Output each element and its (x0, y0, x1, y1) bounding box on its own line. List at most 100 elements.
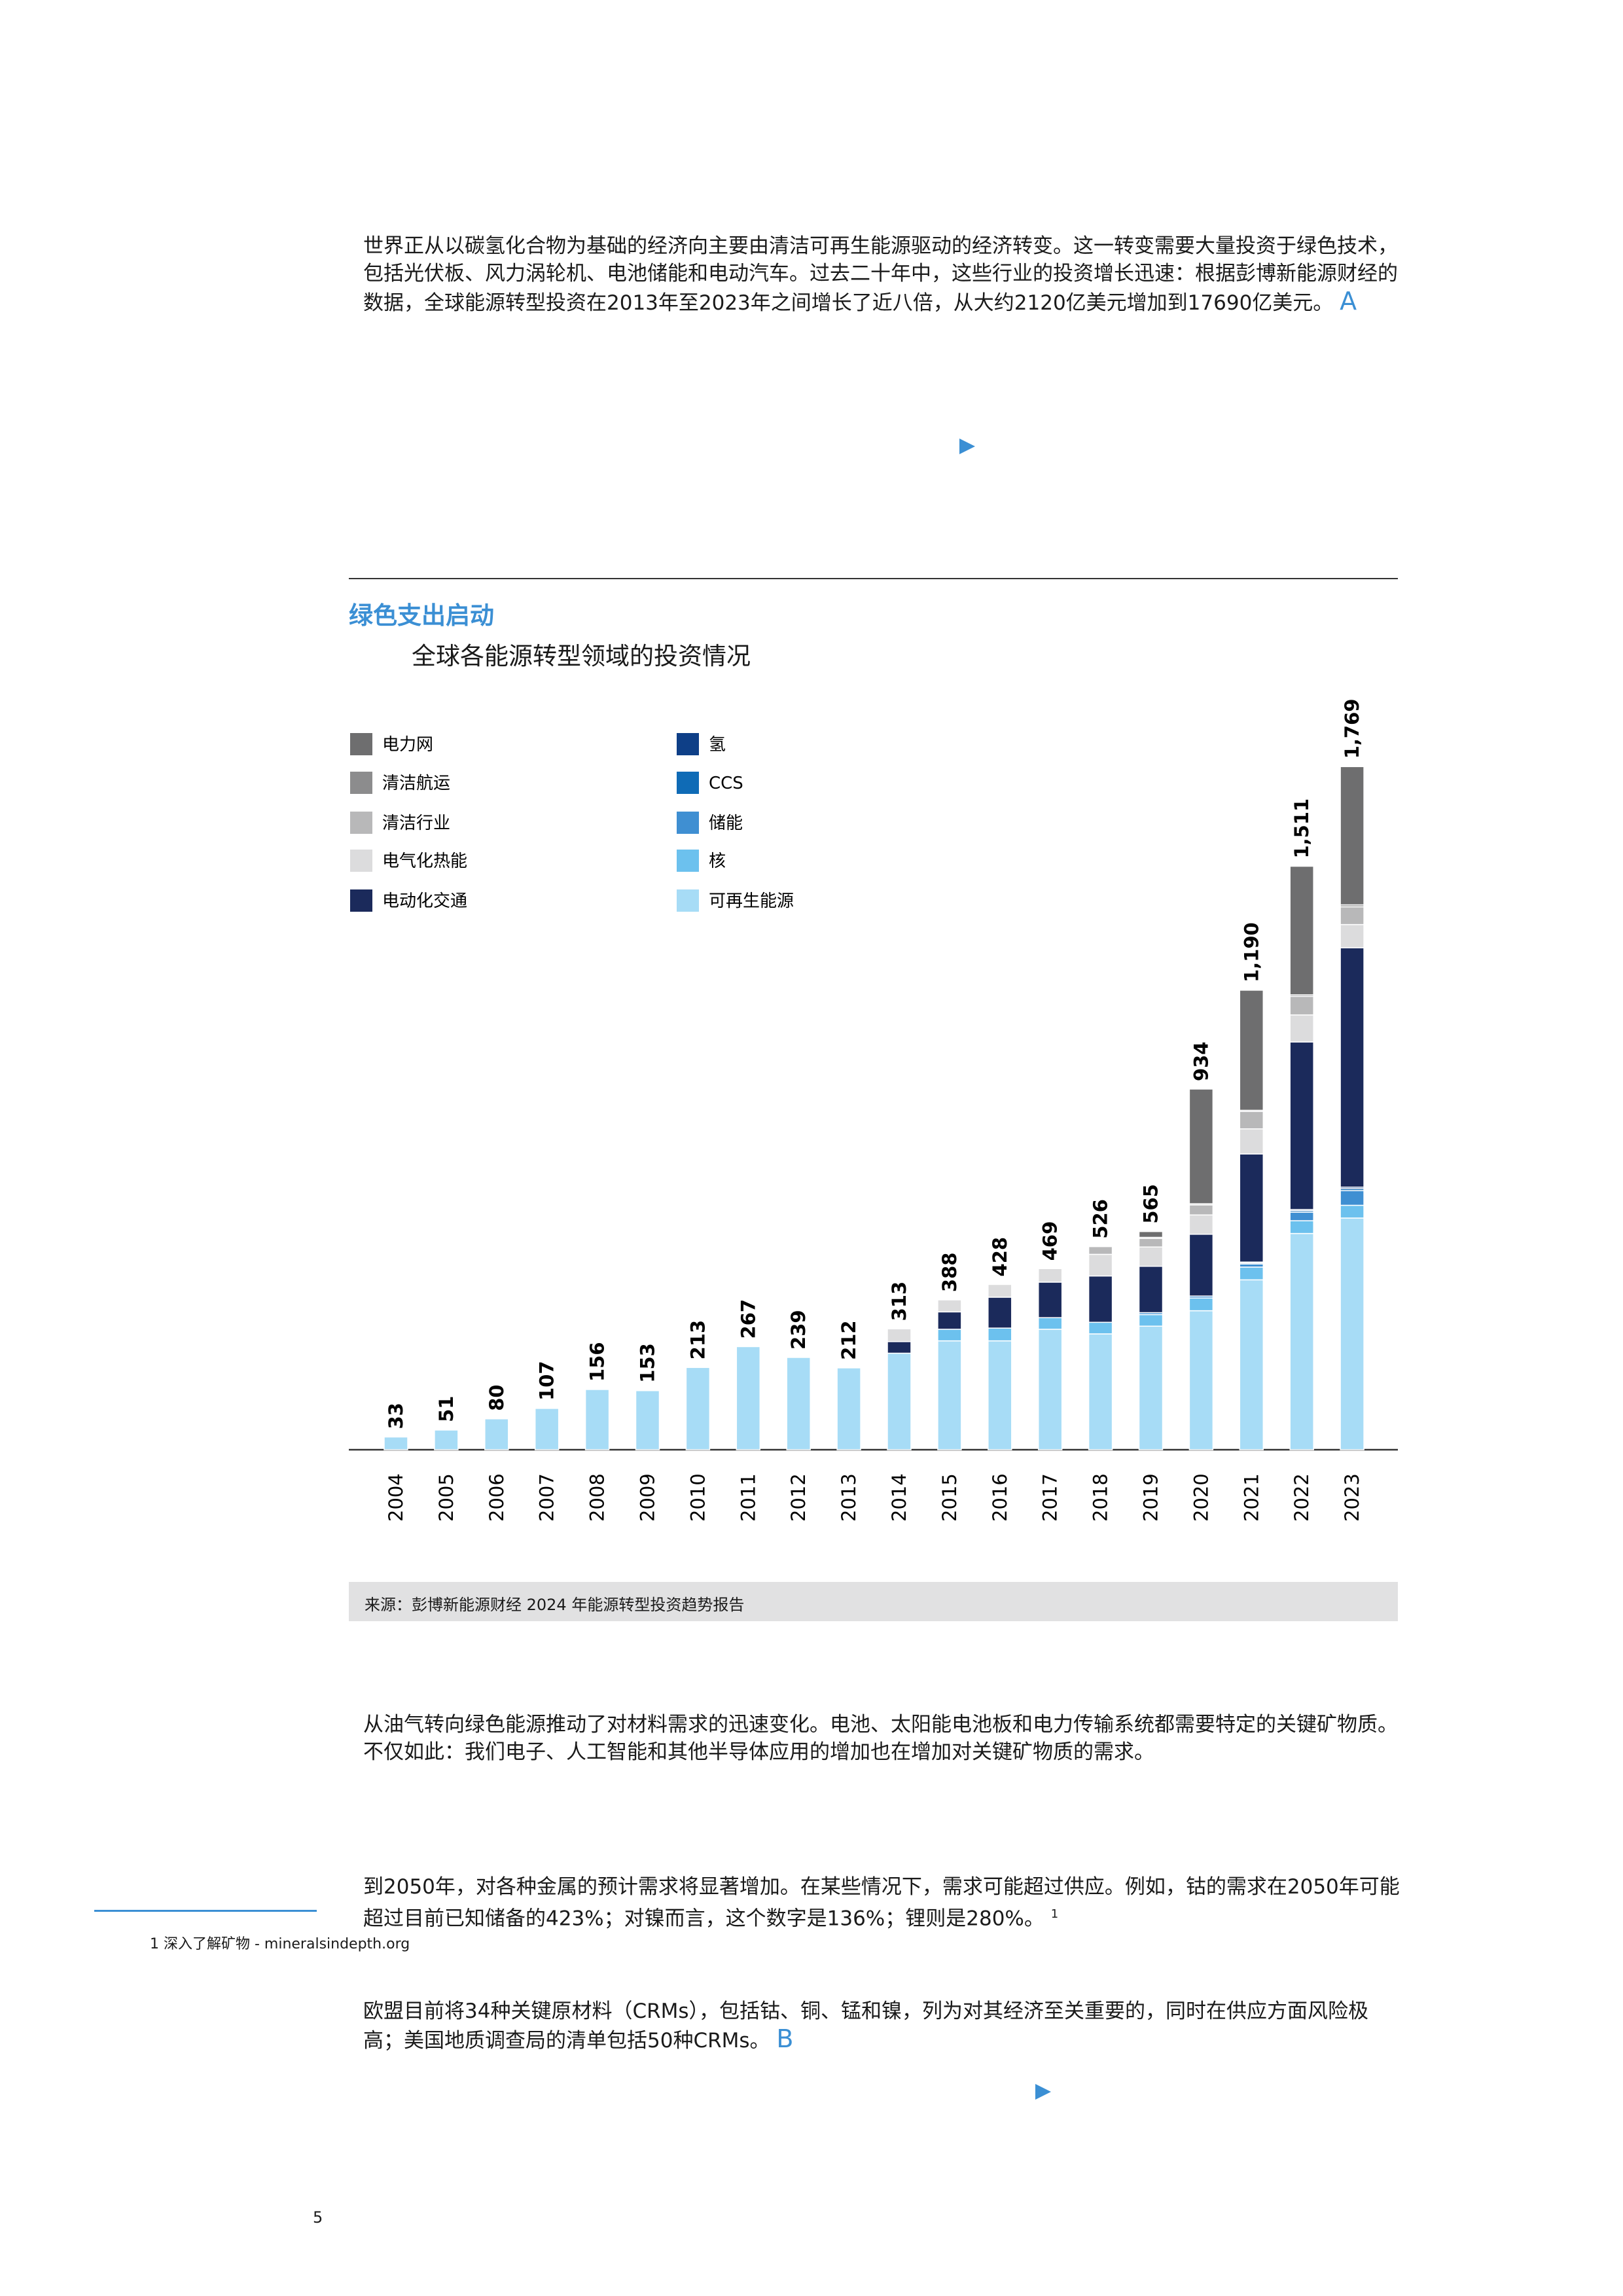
legend-swatch (677, 889, 699, 912)
total-label: 80 (486, 1384, 508, 1410)
legend-swatch (350, 733, 372, 755)
text: 到2050年，对各种金属的预计需求将显著增加。在某些情况下，需求可能超过供应。例… (363, 1875, 1400, 1931)
x-tick-label: 2004 (385, 1473, 407, 1522)
legend-swatch (677, 850, 699, 872)
bar-segment (1340, 906, 1364, 925)
bar-segment (786, 1357, 811, 1450)
paragraph: 到2050年，对各种金属的预计需求将显著增加。在某些情况下，需求可能超过供应。例… (363, 1873, 1400, 1932)
text: 欧盟目前将34种关键原材料（CRMs），包括钴、铜、锰和镍，列为对其经济至关重要… (363, 2000, 1369, 2053)
x-tick-label: 2019 (1140, 1473, 1162, 1522)
bar-segment (1239, 1153, 1264, 1263)
x-tick-label: 2012 (787, 1473, 810, 1522)
bar-segment (1289, 1041, 1314, 1210)
total-label: 388 (938, 1253, 961, 1293)
legend-label: 可再生能源 (709, 891, 794, 911)
rule (349, 578, 1398, 579)
legend-label: 清洁行业 (382, 814, 450, 833)
bar-segment (836, 1367, 861, 1450)
total-label: 212 (838, 1320, 860, 1360)
legend-swatch (350, 850, 372, 872)
bar-segment (1188, 1297, 1214, 1312)
bar-segment (434, 1429, 459, 1450)
x-tick-label: 2015 (938, 1473, 961, 1522)
bar-segment (937, 1340, 962, 1450)
bar-segment (1239, 1128, 1264, 1155)
bar-segment (1188, 1204, 1214, 1216)
bar-segment (1289, 1014, 1314, 1043)
bar-segment (988, 1340, 1012, 1450)
bar-segment (685, 1367, 711, 1450)
footnote-rule (94, 1910, 317, 1912)
bar-segment (736, 1346, 761, 1450)
bar-segment (1340, 1190, 1364, 1206)
total-label: 526 (1090, 1199, 1112, 1239)
bar-segment (1088, 1275, 1113, 1323)
legend-swatch (350, 889, 372, 912)
bar-segment (383, 1436, 408, 1450)
bar-segment (1239, 1279, 1264, 1450)
total-label: 934 (1190, 1041, 1212, 1081)
bar-segment (988, 1327, 1012, 1342)
section-title: 绿色支出启动 (349, 601, 494, 630)
total-label: 107 (536, 1361, 558, 1401)
paragraph: 欧盟目前将34种关键原材料（CRMs），包括钴、铜、锰和镍，列为对其经济至关重要… (363, 1998, 1400, 2054)
page-number: 5 (313, 2208, 323, 2227)
total-label: 565 (1140, 1184, 1162, 1224)
bar-segment (1037, 1282, 1063, 1318)
bar-segment (1138, 1325, 1164, 1450)
paragraph: 世界正从以碳氢化合物为基础的经济向主要由清洁可再生能源驱动的经济转变。这一转变需… (363, 232, 1400, 317)
bar-segment (1289, 996, 1314, 1016)
total-label: 267 (737, 1299, 759, 1339)
bar-segment (1340, 924, 1364, 948)
bar-segment (1289, 1211, 1314, 1221)
bar-segment (937, 1311, 962, 1330)
x-tick-label: 2007 (536, 1473, 558, 1522)
x-tick-label: 2022 (1291, 1473, 1313, 1522)
bar-segment (1340, 766, 1364, 906)
total-label: 33 (385, 1403, 407, 1429)
bar-segment (887, 1341, 912, 1354)
x-tick-label: 2009 (637, 1473, 659, 1522)
x-tick-label: 2020 (1190, 1473, 1212, 1522)
legend-label: 氢 (709, 735, 726, 755)
paragraph: 从油气转向绿色能源推动了对材料需求的迅速变化。电池、太阳能电池板和电力传输系统都… (363, 1713, 1398, 1764)
x-tick-label: 2017 (1039, 1473, 1061, 1522)
total-label: 51 (435, 1396, 457, 1422)
bar-segment (1088, 1321, 1113, 1335)
legend-swatch (350, 772, 372, 794)
bar-segment (1188, 1088, 1214, 1204)
legend-label: CCS (709, 774, 743, 793)
bar-segment (484, 1418, 509, 1450)
x-tick-label: 2018 (1090, 1473, 1112, 1522)
footnote: 1 深入了解矿物 - mineralsindepth.org (150, 1936, 410, 1952)
bar-segment (1188, 1214, 1214, 1235)
total-label: 313 (888, 1282, 910, 1321)
footnote-ref: 1 (1050, 1907, 1059, 1921)
x-tick-label: 2010 (687, 1473, 709, 1522)
bar-segment (1088, 1253, 1113, 1277)
x-tick-label: 2011 (737, 1473, 759, 1522)
bar-segment (988, 1297, 1012, 1329)
total-label: 156 (586, 1342, 609, 1382)
legend-label: 核 (709, 852, 726, 871)
arrow (959, 439, 975, 454)
bar-segment (584, 1389, 610, 1450)
bar-segment (1138, 1314, 1164, 1327)
bar-segment (635, 1390, 660, 1450)
bar-segment (1037, 1317, 1063, 1330)
x-tick-label: 2014 (888, 1473, 910, 1522)
bar-segment (1138, 1266, 1164, 1314)
bar-segment (1340, 1217, 1364, 1450)
bar-segment (1239, 990, 1264, 1111)
legend-swatch (350, 812, 372, 834)
marker: A (1340, 287, 1357, 315)
bar-segment (887, 1328, 912, 1342)
bar-segment (988, 1283, 1012, 1298)
legend-label: 储能 (709, 814, 743, 833)
chart-title: 全球各能源转型领域的投资情况 (412, 642, 751, 670)
legend-label: 电气化热能 (382, 852, 467, 871)
bar-segment (1188, 1310, 1214, 1450)
bar-segment (937, 1329, 962, 1342)
bar-segment (887, 1352, 912, 1450)
